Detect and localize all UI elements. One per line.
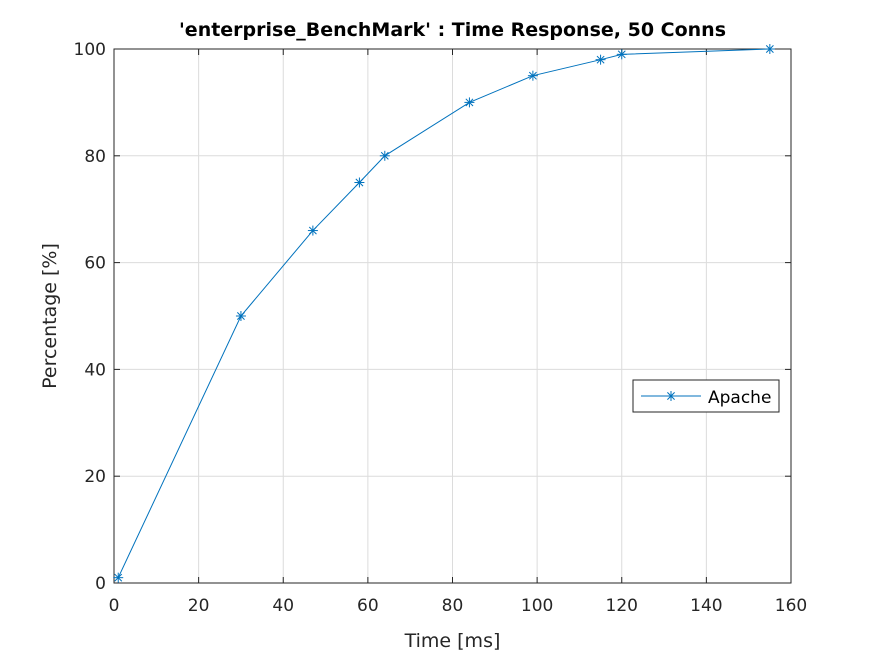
- legend-marker-stroke-group: [666, 391, 676, 401]
- x-tick-label: 20: [188, 596, 210, 616]
- x-tick-label: 40: [272, 596, 294, 616]
- y-tick-label: 80: [84, 147, 106, 167]
- x-tick-label: 160: [775, 596, 807, 616]
- series-layer: [113, 44, 775, 583]
- marker-stroke: [765, 45, 774, 53]
- x-tick-label: 100: [521, 596, 553, 616]
- y-tick-label: 20: [84, 467, 106, 487]
- marker-stroke: [355, 178, 364, 187]
- marker-stroke: [114, 573, 123, 582]
- x-axis-label: Time [ms]: [404, 630, 501, 652]
- y-axis-label: Percentage [%]: [39, 243, 61, 389]
- marker-stroke: [596, 55, 605, 64]
- data-point: [235, 311, 246, 321]
- data-point: [595, 54, 606, 65]
- legend-entry-label: Apache: [708, 388, 771, 408]
- axis-ticks: 0 20 40 60 80 100 120 140 160 0 20 40 60 80 100: [74, 40, 808, 616]
- marker-stroke: [528, 71, 537, 80]
- marker-stroke: [465, 98, 474, 107]
- x-tick-label: 140: [690, 596, 722, 616]
- x-tick-label: 60: [357, 596, 379, 616]
- marker-stroke: [380, 151, 389, 160]
- x-tick-label: 120: [606, 596, 638, 616]
- data-point: [379, 150, 390, 161]
- data-point: [464, 97, 475, 108]
- marker-stroke: [236, 312, 245, 320]
- marker-stroke: [667, 392, 675, 400]
- data-point: [113, 572, 124, 583]
- chart-title: 'enterprise_BenchMark' : Time Response, …: [179, 19, 726, 41]
- legend-marker-asterisk: [666, 391, 676, 401]
- data-point: [354, 177, 365, 188]
- legend: Apache: [632, 379, 780, 413]
- data-point: [527, 70, 538, 81]
- series-line-apache: [117, 48, 770, 578]
- data-point: [307, 225, 318, 236]
- marker-stroke: [617, 50, 626, 59]
- data-point: [616, 49, 627, 60]
- y-tick-label: 40: [84, 360, 106, 380]
- marker-stroke: [308, 226, 317, 235]
- y-tick-label: 60: [84, 254, 106, 274]
- y-tick-label: 0: [95, 574, 106, 594]
- data-point: [764, 44, 775, 54]
- grid: [113, 48, 792, 584]
- y-tick-label: 100: [74, 40, 106, 60]
- x-tick-label: 0: [109, 596, 120, 616]
- x-tick-label: 80: [442, 596, 464, 616]
